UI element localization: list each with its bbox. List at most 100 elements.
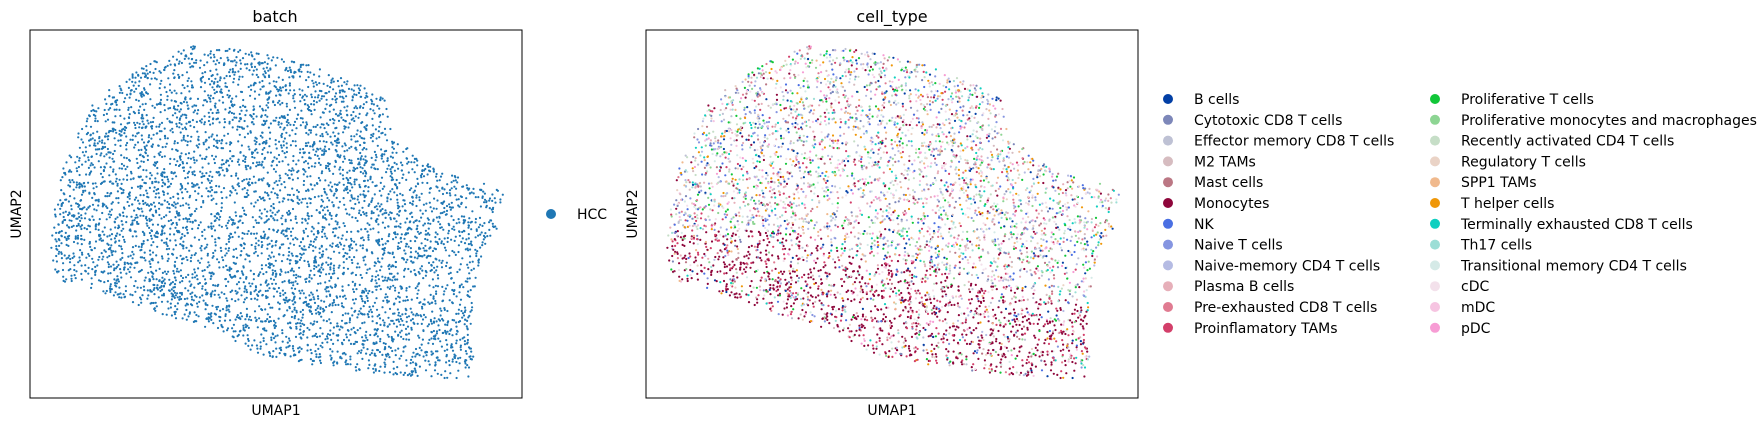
umap-point — [239, 67, 242, 70]
umap-point — [112, 294, 115, 297]
umap-point — [339, 243, 343, 246]
umap-point — [299, 322, 302, 325]
umap-point — [186, 220, 189, 223]
umap-point — [206, 243, 209, 246]
umap-point — [483, 198, 487, 201]
umap-point — [310, 96, 313, 99]
umap-point — [165, 237, 168, 240]
umap-point — [116, 184, 119, 187]
umap-point — [268, 287, 271, 290]
umap-point — [172, 55, 175, 58]
umap-point — [310, 277, 313, 280]
umap-point — [285, 150, 288, 154]
umap-point — [236, 226, 239, 229]
umap-point — [365, 114, 368, 117]
umap-point — [223, 319, 227, 322]
umap-point — [407, 315, 411, 318]
umap-point — [109, 283, 112, 286]
umap-point — [295, 117, 298, 120]
umap-point — [365, 127, 368, 130]
umap-point — [246, 324, 249, 327]
umap-point — [171, 127, 174, 130]
umap-point — [378, 189, 381, 192]
umap-point — [182, 257, 185, 260]
umap-point — [369, 176, 372, 179]
umap-point — [251, 73, 254, 76]
umap-point — [266, 192, 269, 195]
umap-point — [217, 283, 220, 286]
umap-point — [237, 220, 240, 223]
umap-point — [60, 189, 63, 192]
umap-point — [309, 129, 313, 132]
umap-point — [342, 338, 346, 342]
umap-point — [345, 257, 348, 260]
umap-point — [278, 201, 281, 204]
umap-point — [176, 302, 179, 305]
umap-point — [230, 174, 233, 178]
umap-point — [292, 274, 295, 277]
umap-point — [288, 298, 291, 301]
umap-point — [432, 261, 435, 264]
umap-point — [280, 243, 283, 246]
umap-point — [221, 139, 224, 142]
umap-point — [220, 225, 223, 228]
umap-point — [154, 67, 157, 71]
umap-point — [240, 315, 244, 318]
umap-point — [372, 367, 375, 370]
umap-point — [307, 217, 310, 220]
umap-point — [235, 256, 239, 259]
umap-point — [149, 265, 152, 269]
umap-point — [204, 325, 207, 328]
umap-point — [235, 95, 238, 98]
umap-point — [278, 160, 281, 163]
umap-point — [113, 267, 116, 270]
umap-point — [119, 123, 123, 126]
umap-point — [455, 325, 458, 328]
umap-point — [173, 76, 176, 80]
umap-point — [211, 154, 214, 157]
umap-point — [303, 323, 306, 326]
umap-point — [122, 206, 126, 209]
umap-point — [131, 219, 134, 222]
umap-point — [258, 215, 261, 218]
umap-point — [325, 335, 329, 338]
umap-point — [405, 217, 409, 220]
umap-point — [325, 193, 328, 196]
umap-point — [185, 101, 188, 104]
umap-point — [207, 225, 210, 228]
umap-point — [203, 115, 206, 118]
umap-point — [139, 187, 142, 190]
umap-point — [132, 84, 135, 87]
umap-point — [360, 297, 363, 300]
umap-point — [455, 339, 458, 342]
umap-point — [362, 103, 365, 106]
umap-point — [439, 212, 442, 215]
umap-point — [187, 289, 190, 292]
umap-point — [356, 262, 359, 265]
umap-point — [458, 362, 461, 365]
umap-point — [360, 95, 363, 98]
umap-point — [471, 260, 474, 263]
umap-point — [371, 100, 374, 103]
umap-point — [396, 186, 399, 189]
umap-point — [364, 159, 367, 162]
umap-point — [417, 270, 420, 274]
umap-point — [341, 314, 344, 317]
umap-point — [410, 358, 413, 361]
umap-point — [256, 347, 259, 350]
umap-point — [190, 213, 193, 216]
umap-point — [350, 88, 353, 91]
umap-point — [148, 260, 151, 263]
umap-point — [278, 93, 281, 96]
umap-point — [105, 218, 108, 221]
umap-point — [291, 167, 294, 170]
umap-point — [451, 249, 454, 253]
umap-point — [397, 214, 401, 217]
umap-point — [174, 279, 177, 282]
umap-point — [163, 103, 166, 107]
umap-point — [245, 288, 248, 291]
umap-point — [367, 367, 370, 370]
umap-point — [391, 188, 394, 191]
umap-point — [87, 252, 90, 256]
umap-point — [320, 271, 323, 274]
